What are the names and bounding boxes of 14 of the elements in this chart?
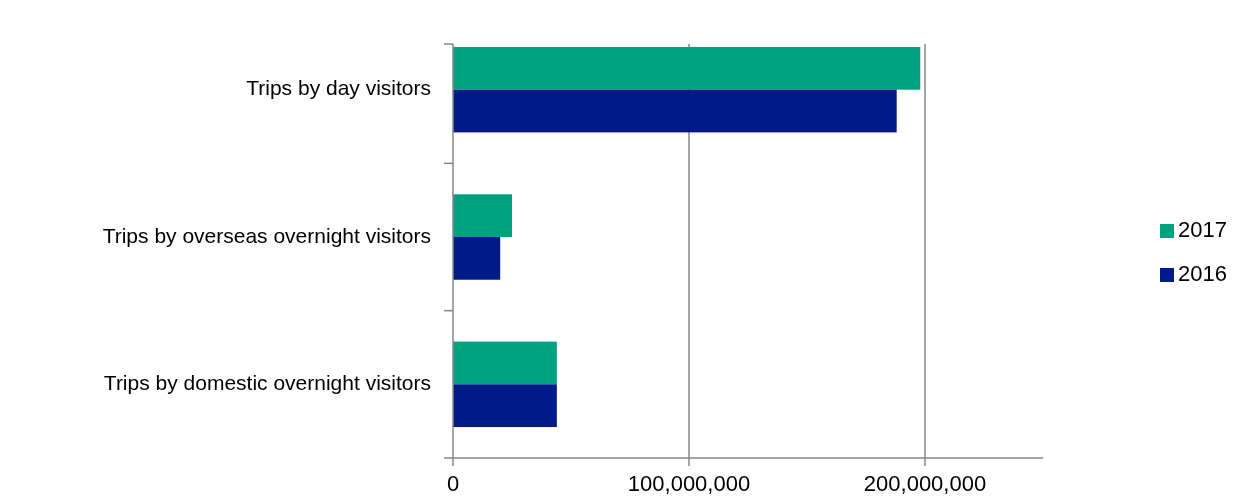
- bar: [453, 341, 557, 385]
- bar: [453, 384, 557, 428]
- x-tick-label: 200,000,000: [863, 471, 987, 496]
- x-tick-label: 0: [446, 471, 460, 496]
- legend-label: 2017: [1178, 216, 1227, 242]
- y-tick-label: Trips by overseas overnight visitors: [102, 223, 431, 247]
- legend-label: 2016: [1178, 260, 1227, 286]
- bar: [453, 89, 897, 133]
- y-tick-label: Trips by domestic overnight visitors: [103, 370, 431, 394]
- bar: [453, 194, 512, 237]
- bar: [453, 46, 921, 90]
- bar: [453, 237, 501, 280]
- x-tick-label: 100,000,000: [627, 471, 751, 496]
- y-tick-label: Trips by day visitors: [246, 76, 431, 100]
